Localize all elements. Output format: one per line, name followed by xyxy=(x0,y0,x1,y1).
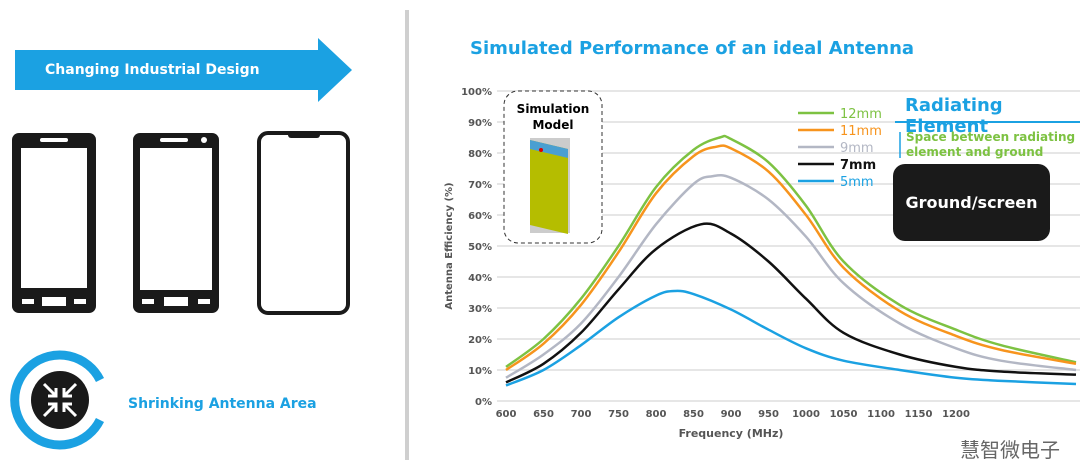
phone-icon-3 xyxy=(257,131,350,315)
watermark: 慧智微电子 xyxy=(960,438,1060,462)
y-tick-label: 90% xyxy=(468,118,492,129)
y-tick-label: 70% xyxy=(468,180,492,191)
x-tick-label: 950 xyxy=(758,409,779,420)
legend-label: 11mm xyxy=(840,124,882,139)
x-tick-label: 650 xyxy=(533,409,554,420)
y-tick-label: 20% xyxy=(468,335,492,346)
y-axis-label: Antenna Efficiency (%) xyxy=(444,182,455,309)
y-tick-label: 30% xyxy=(468,304,492,315)
x-tick-label: 700 xyxy=(571,409,592,420)
x-tick-label: 800 xyxy=(646,409,667,420)
y-tick-label: 60% xyxy=(468,211,492,222)
series-line-11mm xyxy=(505,144,1077,372)
shrink-icon xyxy=(10,350,105,450)
inset-line1: Simulation xyxy=(517,102,590,116)
series-line-12mm xyxy=(505,134,1077,368)
x-tick-label: 1000 xyxy=(792,409,820,420)
x-tick-label: 900 xyxy=(721,409,742,420)
divider xyxy=(405,10,409,460)
phone-icon-2 xyxy=(133,133,219,313)
x-tick-label: 600 xyxy=(496,409,517,420)
x-tick-label: 1200 xyxy=(942,409,970,420)
x-tick-label: 1050 xyxy=(830,409,858,420)
inset-line2: Model xyxy=(532,118,573,132)
series-line-7mm xyxy=(505,222,1077,384)
chart-title: Simulated Performance of an ideal Antenn… xyxy=(470,38,915,59)
y-tick-label: 80% xyxy=(468,149,492,160)
y-tick-label: 0% xyxy=(475,397,492,408)
legend-label: 9mm xyxy=(840,141,874,156)
radiating-element-line xyxy=(895,121,1080,123)
legend-label: 12mm xyxy=(840,107,882,122)
y-tick-label: 10% xyxy=(468,366,492,377)
x-tick-label: 1150 xyxy=(905,409,933,420)
y-tick-label: 50% xyxy=(468,242,492,253)
series-line-5mm xyxy=(505,289,1077,387)
y-tick-label: 100% xyxy=(461,87,492,98)
x-tick-label: 850 xyxy=(683,409,704,420)
simulation-inset: Simulation Model xyxy=(503,90,603,244)
legend-label: 7mm xyxy=(840,158,876,173)
x-tick-label: 1100 xyxy=(867,409,895,420)
spacing-label: Space between radiating element and grou… xyxy=(906,130,1076,159)
arrow-label: Changing Industrial Design xyxy=(45,62,260,78)
arrow-icon xyxy=(15,38,352,102)
series-line-9mm xyxy=(505,173,1077,379)
left-graphics xyxy=(10,38,352,450)
x-tick-label: 750 xyxy=(608,409,629,420)
legend-label: 5mm xyxy=(840,175,874,190)
phone-icon-1 xyxy=(12,133,96,313)
y-tick-label: 40% xyxy=(468,273,492,284)
ground-screen-block: Ground/screen xyxy=(893,164,1050,241)
x-axis-label: Frequency (MHz) xyxy=(679,427,784,440)
shrink-label: Shrinking Antenna Area xyxy=(128,396,317,412)
